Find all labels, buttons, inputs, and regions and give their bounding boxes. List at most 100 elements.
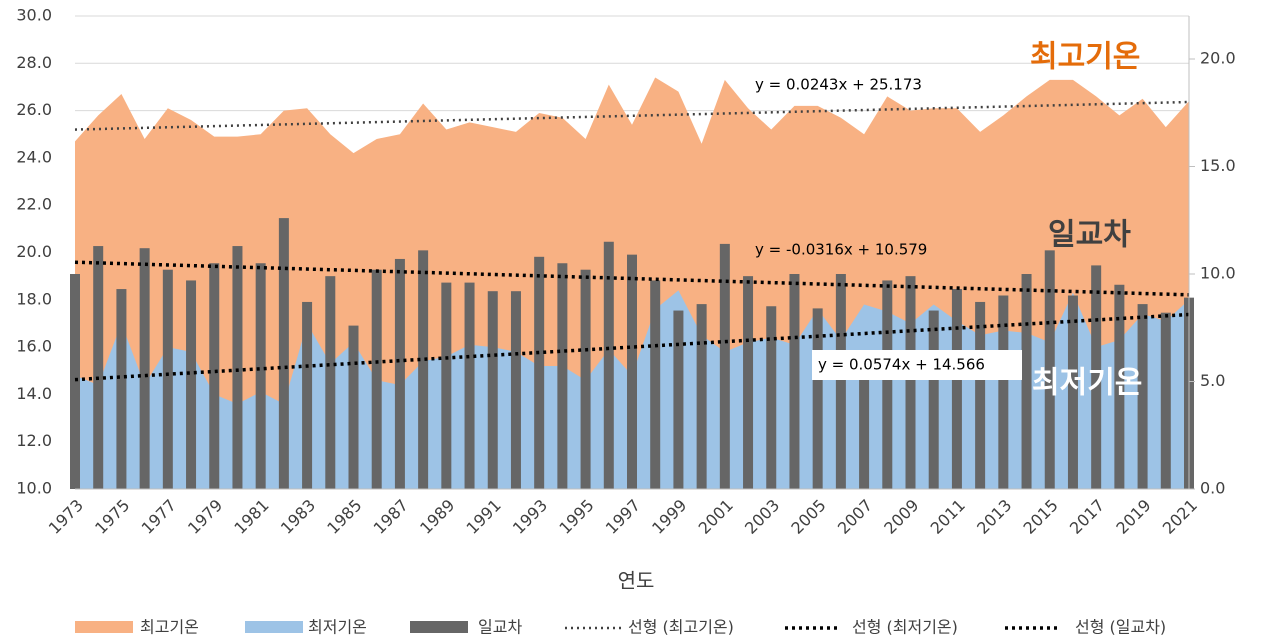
x-tick-label: 1985: [323, 496, 365, 538]
bar: [1067, 295, 1078, 489]
bar: [696, 304, 707, 489]
bar: [928, 310, 939, 489]
bar: [1044, 250, 1055, 489]
x-tick-label: 1995: [555, 496, 597, 538]
legend-label: 최저기온: [308, 618, 367, 637]
bar: [116, 289, 127, 489]
bar: [1160, 312, 1171, 489]
annotation: 최저기온: [1032, 366, 1142, 401]
bar: [859, 351, 870, 489]
annotation: 일교차: [1048, 218, 1131, 253]
x-tick-label: 2005: [787, 496, 829, 538]
bar: [139, 248, 150, 489]
bar: [1137, 304, 1148, 489]
trend-equation: y = 0.0574x + 14.566: [818, 356, 985, 374]
y2-tick-label: 20.0: [1200, 49, 1236, 68]
bar: [186, 280, 197, 489]
bar: [325, 276, 336, 489]
x-tick-label: 2003: [741, 496, 783, 538]
legend-swatch: [75, 621, 133, 633]
x-tick-label: 2009: [880, 496, 922, 538]
bar: [627, 254, 637, 489]
y-tick-label: 30.0: [16, 6, 52, 25]
x-tick-label: 2015: [1020, 496, 1062, 538]
bar: [209, 263, 220, 489]
bar: [650, 280, 661, 489]
label-box: [812, 350, 1022, 380]
bar: [905, 276, 916, 489]
bar: [302, 301, 313, 489]
bar: [232, 246, 243, 489]
bar: [557, 263, 568, 489]
bar: [1091, 265, 1102, 489]
bar: [418, 250, 429, 489]
x-tick-label: 1973: [45, 496, 87, 538]
x-tick-label: 2021: [1159, 496, 1201, 538]
bar: [835, 274, 846, 489]
x-tick-label: 1987: [370, 496, 412, 538]
y-tick-label: 14.0: [16, 384, 52, 403]
x-tick-label: 1997: [602, 496, 644, 538]
x-tick-label: 2013: [973, 496, 1015, 538]
x-tick-label: 1999: [648, 496, 690, 538]
bar: [510, 291, 521, 489]
x-axis-title: 연도: [618, 569, 655, 593]
x-tick-label: 1993: [509, 496, 551, 538]
bar: [255, 263, 266, 489]
bar: [998, 295, 1009, 489]
bar: [812, 308, 823, 489]
y-tick-label: 22.0: [16, 195, 52, 214]
bar: [1114, 284, 1125, 489]
legend-swatch: [245, 621, 303, 633]
y-tick-label: 10.0: [16, 479, 52, 498]
legend-label: 선형 (최저기온): [852, 618, 958, 637]
legend-label: 최고기온: [140, 618, 199, 637]
bar: [719, 243, 730, 489]
bar: [789, 274, 800, 489]
x-tick-label: 2007: [834, 496, 876, 538]
bar: [441, 282, 452, 489]
y-tick-label: 20.0: [16, 242, 52, 261]
bar: [766, 306, 777, 489]
bar: [394, 258, 405, 489]
bar: [371, 269, 382, 489]
bar: [93, 246, 104, 489]
bar: [1021, 274, 1032, 489]
y-tick-label: 12.0: [16, 431, 52, 450]
y-tick-label: 16.0: [16, 337, 52, 356]
bar: [348, 325, 359, 489]
trend-equation: y = 0.0243x + 25.173: [755, 76, 922, 94]
x-tick-label: 1975: [91, 496, 133, 538]
x-tick-label: 1983: [277, 496, 319, 538]
bar: [580, 269, 591, 489]
legend-label: 선형 (일교차): [1075, 618, 1166, 637]
x-tick-label: 1991: [463, 496, 505, 538]
y-tick-label: 24.0: [16, 147, 52, 166]
x-tick-label: 2019: [1112, 496, 1154, 538]
bar: [534, 256, 545, 489]
y-tick-label: 28.0: [16, 53, 52, 72]
x-tick-label: 2001: [695, 496, 737, 538]
bar: [162, 269, 173, 489]
legend-label: 일교차: [478, 618, 522, 637]
y2-tick-label: 5.0: [1200, 371, 1225, 390]
legend-label: 선형 (최고기온): [628, 618, 734, 637]
bar: [603, 241, 614, 489]
bar: [278, 218, 289, 489]
y-tick-label: 18.0: [16, 289, 52, 308]
x-tick-label: 1981: [230, 496, 272, 538]
x-tick-label: 2017: [1066, 496, 1108, 538]
y2-tick-label: 10.0: [1200, 264, 1236, 283]
x-tick-label: 2011: [927, 496, 969, 538]
bar: [487, 291, 498, 489]
legend-swatch: [410, 621, 468, 633]
bar: [673, 310, 684, 489]
bar: [975, 301, 986, 489]
bar: [464, 282, 475, 489]
y-tick-label: 26.0: [16, 100, 52, 119]
x-tick-label: 1977: [138, 496, 180, 538]
bar: [70, 274, 80, 489]
trend-equation: y = -0.0316x + 10.579: [755, 241, 927, 259]
bar: [951, 289, 962, 489]
